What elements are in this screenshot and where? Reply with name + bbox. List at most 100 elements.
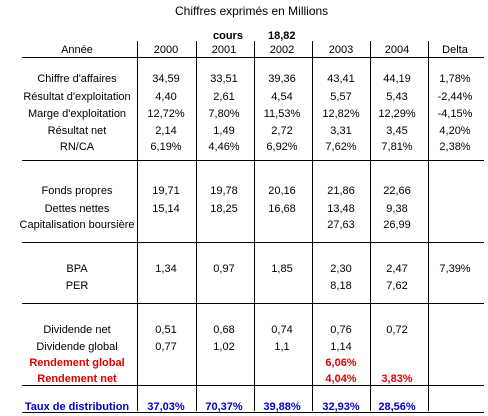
table-cell: 19,78 (210, 185, 238, 197)
table-cell: 2,61 (213, 91, 235, 103)
table-cell: 18,25 (210, 203, 238, 215)
header-year: 2003 (328, 44, 354, 56)
section-rule (22, 303, 484, 304)
header-year: 2004 (384, 44, 410, 56)
table-cell: 1,02 (213, 341, 235, 353)
table-cell: 7,80% (208, 108, 240, 120)
table-cell: 0,77 (155, 341, 177, 353)
table-cell: 27,63 (327, 219, 355, 231)
table-cell: 39,36 (268, 73, 296, 85)
table-cell: 4,46% (208, 141, 240, 153)
table-cell: 16,68 (268, 203, 296, 215)
header-year: 2001 (211, 44, 237, 56)
table-cell: 2,72 (271, 125, 293, 137)
table-cell: 8,18 (330, 280, 352, 292)
row-label: Chiffre d'affaires (37, 73, 117, 85)
table-cell: 7,62% (325, 141, 357, 153)
table-cell: 2,30 (330, 263, 352, 275)
table-cell: 4,20% (439, 125, 471, 137)
header-label: Année (61, 44, 93, 56)
table-cell: 22,66 (383, 185, 411, 197)
table-cell: 32,93% (322, 401, 360, 413)
table-cell: 9,38 (386, 203, 408, 215)
column-divider (312, 41, 313, 411)
row-label: Fonds propres (41, 185, 113, 197)
table-cell: 34,59 (152, 73, 180, 85)
row-label: Dettes nettes (44, 203, 110, 215)
table-cell: -4,15% (437, 108, 473, 120)
table-cell: 3,83% (381, 373, 413, 385)
table-cell: 7,39% (439, 263, 471, 275)
row-label: Rendement global (29, 357, 125, 369)
row-label: Résultat d'exploitation (23, 91, 131, 103)
row-label: Marge d'exploitation (27, 108, 127, 120)
row-label: Dividende net (43, 324, 111, 336)
table-cell: 5,57 (330, 91, 352, 103)
row-label: Dividende global (36, 341, 118, 353)
column-divider (137, 41, 138, 411)
table-cell: 0,76 (330, 324, 352, 336)
table-cell: 12,29% (378, 108, 416, 120)
table-cell: 5,43 (386, 91, 408, 103)
table-cell: 6,06% (325, 357, 357, 369)
table-cell: 12,72% (147, 108, 185, 120)
table-cell: 0,74 (271, 324, 293, 336)
table-cell: 7,81% (381, 141, 413, 153)
column-divider (254, 41, 255, 411)
bottom-rule (22, 412, 484, 413)
row-label: Résultat net (47, 125, 107, 137)
row-label: RN/CA (59, 141, 95, 153)
column-divider (428, 41, 429, 411)
row-label: Rendement net (37, 373, 117, 385)
table-cell: 37,03% (147, 401, 185, 413)
section-rule (22, 242, 484, 243)
section-rule (22, 385, 484, 386)
table-cell: 1,34 (155, 263, 177, 275)
table-cell: 1,85 (271, 263, 293, 275)
cours-label: cours (213, 30, 243, 42)
table-cell: 3,31 (330, 125, 352, 137)
section-rule (22, 160, 484, 161)
table-cell: 1,78% (439, 73, 471, 85)
header-year: 2000 (153, 44, 179, 56)
table-cell: 7,62 (386, 280, 408, 292)
table-cell: 44,19 (383, 73, 411, 85)
table-cell: 2,38% (439, 141, 471, 153)
table-cell: 1,49 (213, 125, 235, 137)
table-cell: 4,40 (155, 91, 177, 103)
table-cell: 1,1 (274, 341, 290, 353)
table-cell: 33,51 (210, 73, 238, 85)
page-title: Chiffres exprimés en Millions (175, 4, 329, 18)
table-cell: 26,99 (383, 219, 411, 231)
table-cell: 39,88% (263, 401, 301, 413)
row-label: PER (65, 280, 89, 292)
table-cell: 70,37% (205, 401, 243, 413)
table-cell: 0,68 (213, 324, 235, 336)
table-cell: 6,92% (266, 141, 298, 153)
table-cell: 1,14 (330, 341, 352, 353)
row-label: Taux de distribution (24, 401, 130, 413)
header-delta: Delta (442, 44, 468, 56)
table-cell: 20,16 (268, 185, 296, 197)
cours-value: 18,82 (268, 30, 296, 42)
header-rule (22, 57, 484, 58)
table-cell: 19,71 (152, 185, 180, 197)
table-cell: 0,72 (386, 324, 408, 336)
row-label: BPA (66, 263, 88, 275)
table-cell: 43,41 (327, 73, 355, 85)
table-cell: 15,14 (152, 203, 180, 215)
header-year: 2002 (269, 44, 295, 56)
table-cell: 13,48 (327, 203, 355, 215)
table-cell: 0,97 (213, 263, 235, 275)
table-cell: 3,45 (386, 125, 408, 137)
table-cell: 4,04% (325, 373, 357, 385)
column-divider (196, 41, 197, 411)
table-cell: 2,47 (386, 263, 408, 275)
table-cell: -2,44% (437, 91, 473, 103)
row-label: Capitalisation boursière (19, 219, 135, 231)
table-cell: 12,82% (322, 108, 360, 120)
table-cell: 28,56% (378, 401, 416, 413)
table-cell: 2,14 (155, 125, 177, 137)
table-cell: 0,51 (155, 324, 177, 336)
column-divider (370, 41, 371, 411)
